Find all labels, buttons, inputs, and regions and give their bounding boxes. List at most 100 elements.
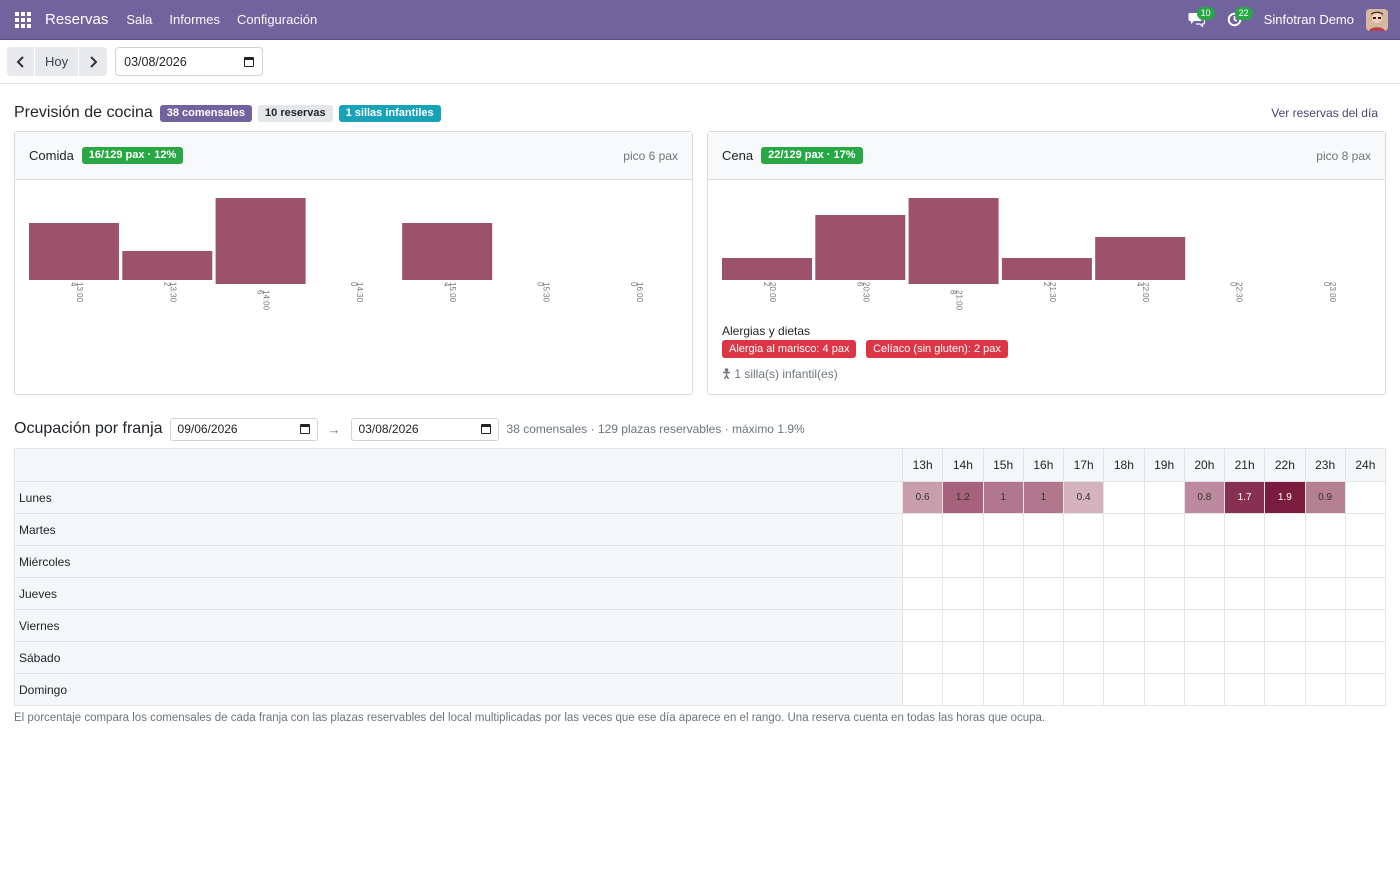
- heat-cell: [1143, 545, 1185, 578]
- dinner-title: Cena: [722, 148, 754, 163]
- heat-cell: [1344, 545, 1387, 578]
- diners-badge: 38 comensales: [159, 104, 253, 122]
- date-picker-input[interactable]: 03/08/2026: [115, 47, 264, 76]
- heat-cell: [1103, 545, 1145, 578]
- menu-configuracion[interactable]: Configuración: [236, 12, 318, 27]
- high-chairs-info: 1 silla(s) infantil(es): [722, 367, 838, 381]
- activities-button[interactable]: 22: [1218, 6, 1253, 32]
- heat-cell: [1183, 641, 1226, 674]
- dinner-bar: [815, 215, 906, 280]
- occupancy-from-input[interactable]: 09/06/2026: [169, 417, 318, 441]
- next-day-button[interactable]: [79, 47, 108, 76]
- lunch-bar: [122, 251, 213, 280]
- heat-cell: [1183, 673, 1226, 706]
- menu-sala[interactable]: Sala: [126, 12, 153, 27]
- bar-value-label: 0: [1322, 282, 1331, 287]
- user-menu[interactable]: Sinfotran Demo: [1263, 12, 1354, 27]
- to-date-value: 03/08/2026: [358, 422, 419, 436]
- heat-cell: [982, 641, 1024, 674]
- corner-cell: [14, 448, 903, 482]
- lunch-bar: [215, 198, 306, 284]
- occupancy-to-input[interactable]: 03/08/2026: [350, 417, 499, 441]
- heat-cell: [1304, 513, 1346, 546]
- from-date-value: 09/06/2026: [177, 422, 238, 436]
- heat-cell: [1022, 577, 1065, 610]
- hour-header: 24h: [1344, 448, 1387, 482]
- dinner-card: Cena 22/129 pax · 17% pico 8 pax 2 20:00 6…: [707, 131, 1386, 395]
- view-reservations-link[interactable]: Ver reservas del día: [1271, 106, 1378, 120]
- heat-cell: [1264, 641, 1306, 674]
- lunch-title: Comida: [29, 148, 74, 163]
- heat-cell: [1062, 641, 1105, 674]
- bar-value-label: 6: [855, 282, 864, 287]
- bar-category-label: 21:30: [1048, 282, 1057, 303]
- heat-cell: [1103, 577, 1145, 610]
- activities-count-badge: 22: [1234, 6, 1253, 20]
- heat-cell: [1223, 673, 1266, 706]
- table-row: Viernes: [14, 609, 1387, 642]
- top-navbar: Reservas Sala Informes Configuración 10 …: [0, 0, 1400, 40]
- allergies-title: Alergias y dietas: [722, 324, 811, 338]
- hour-header: 15h: [982, 448, 1024, 482]
- bar-category-label: 14:00: [262, 290, 271, 311]
- heat-cell: [1223, 513, 1266, 546]
- heat-cell: [1062, 513, 1105, 546]
- hour-header: 20h: [1183, 448, 1226, 482]
- heat-cell: [1062, 577, 1105, 610]
- heat-cell: [1304, 609, 1346, 642]
- calendar-icon[interactable]: [299, 424, 310, 434]
- heat-cell: [1022, 641, 1065, 674]
- bar-category-label: 20:30: [861, 282, 870, 303]
- today-button[interactable]: Hoy: [35, 47, 80, 76]
- heat-cell: [1143, 513, 1185, 546]
- bar-value-label: 4: [69, 282, 78, 287]
- heat-cell: [982, 545, 1024, 578]
- dinner-bar: [908, 198, 999, 284]
- heat-cell: [1022, 513, 1065, 546]
- bar-category-label: 15:00: [448, 282, 457, 303]
- heat-cell: [1304, 641, 1346, 674]
- heat-cell: [942, 577, 984, 610]
- heat-cell: [1344, 577, 1387, 610]
- bar-value-label: 4: [442, 282, 451, 287]
- heat-cell: [1103, 609, 1145, 642]
- heat-cell: [1223, 577, 1266, 610]
- bar-value-label: 2: [762, 282, 771, 287]
- heat-cell: [1103, 513, 1145, 546]
- calendar-icon[interactable]: [480, 424, 491, 434]
- apps-menu-icon[interactable]: [15, 11, 31, 28]
- bar-category-label: 13:00: [75, 282, 84, 303]
- table-row: Domingo: [14, 673, 1387, 706]
- allergy-badge: Celíaco (sin gluten): 2 pax: [866, 340, 1008, 358]
- occupancy-note: El porcentaje compara los comensales de …: [14, 712, 1046, 724]
- user-avatar[interactable]: [1366, 8, 1388, 31]
- menu-informes[interactable]: Informes: [169, 12, 220, 27]
- heat-cell: [1344, 513, 1387, 546]
- heat-cell: [982, 673, 1024, 706]
- heat-cell: [901, 545, 944, 578]
- bar-value-label: 4: [1135, 282, 1144, 287]
- heat-cell: [1344, 673, 1387, 706]
- heat-cell: [1264, 673, 1306, 706]
- bar-category-label: 22:30: [1235, 282, 1244, 303]
- heat-cell: [1183, 577, 1226, 610]
- table-row: Lunes 0.6 1.2 1 1 0.4 0.8 1.7 1.9 0.9: [14, 481, 1387, 514]
- heat-cell: [1062, 673, 1105, 706]
- lunch-bar: [29, 223, 119, 280]
- child-icon: [723, 368, 730, 380]
- chevron-right-icon: [90, 55, 98, 68]
- bar-category-label: 15:30: [542, 282, 551, 303]
- heat-cell: 1.9: [1264, 481, 1306, 514]
- high-chairs-text: 1 silla(s) infantil(es): [734, 367, 838, 381]
- table-row: Sábado: [14, 641, 1387, 674]
- app-title[interactable]: Reservas: [45, 11, 109, 28]
- occupancy-summary: 38 comensales · 129 plazas reservables ·…: [506, 422, 805, 436]
- heat-cell: [1223, 545, 1266, 578]
- previous-day-button[interactable]: [7, 47, 35, 76]
- messages-button[interactable]: 10: [1180, 6, 1215, 32]
- heat-cell: [1103, 481, 1145, 514]
- heat-cell: [901, 577, 944, 610]
- bar-value-label: 0: [629, 282, 638, 287]
- table-row: Jueves: [14, 577, 1387, 610]
- calendar-icon[interactable]: [244, 56, 255, 67]
